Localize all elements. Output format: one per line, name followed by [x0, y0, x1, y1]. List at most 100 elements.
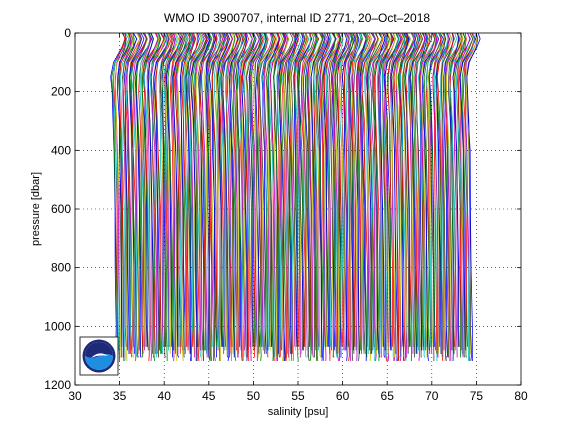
- salinity-profile-line: [401, 33, 419, 354]
- y-axis-label: pressure [dbar]: [30, 172, 42, 246]
- salinity-profile-line: [432, 33, 442, 354]
- x-tick-label: 30: [68, 389, 82, 403]
- salinity-profile-line: [396, 33, 406, 358]
- salinity-profile-line: [182, 33, 193, 354]
- salinity-profile-line: [158, 33, 168, 354]
- salinity-profile-line: [449, 33, 463, 354]
- salinity-profile-line: [440, 33, 449, 358]
- salinity-profile-line: [435, 33, 445, 354]
- salinity-profile-line: [466, 33, 481, 361]
- salinity-profile-line: [301, 33, 317, 351]
- salinity-profile-line: [463, 33, 476, 347]
- salinity-profile-line: [466, 33, 479, 362]
- salinity-profile-line: [288, 33, 302, 361]
- salinity-profile-line: [111, 33, 127, 351]
- salinity-profile-line: [208, 33, 218, 361]
- salinity-profile-line: [374, 33, 391, 358]
- salinity-profile-line: [459, 33, 474, 358]
- noaa-logo: [79, 336, 119, 376]
- y-tick-label: 600: [51, 202, 71, 216]
- salinity-profile-line: [166, 33, 176, 347]
- salinity-profile-line: [344, 33, 354, 347]
- salinity-profile-line: [425, 33, 437, 354]
- salinity-profile-line: [197, 33, 211, 351]
- salinity-profile-line: [383, 33, 402, 351]
- salinity-profile-line: [280, 33, 297, 361]
- salinity-profile-line: [348, 33, 363, 354]
- salinity-profile-line: [356, 33, 371, 354]
- salinity-profile-line: [389, 33, 400, 361]
- salinity-profile-line: [376, 33, 388, 354]
- salinity-profile-line: [458, 33, 471, 358]
- salinity-profile-line: [226, 33, 241, 347]
- salinity-profile-line: [161, 33, 177, 361]
- salinity-profile-line: [193, 33, 211, 358]
- salinity-profile-line: [365, 33, 376, 351]
- salinity-profile-line: [250, 33, 264, 358]
- salinity-profile-line: [293, 33, 308, 347]
- x-tick-label: 65: [381, 389, 395, 403]
- y-tick-label: 1200: [44, 378, 71, 392]
- salinity-profile-line: [387, 33, 402, 347]
- salinity-profile-line: [398, 33, 416, 362]
- salinity-profile-line: [240, 33, 255, 347]
- salinity-profile-line: [184, 33, 195, 351]
- salinity-profile-line: [216, 33, 229, 347]
- salinity-profile-line: [249, 33, 262, 351]
- salinity-profile-line: [171, 33, 181, 351]
- salinity-profile-line: [155, 33, 172, 354]
- salinity-profile-line: [359, 33, 376, 354]
- x-axis-ticks: 30 35 40 45 50 55 60 65 70 75 80: [68, 33, 528, 403]
- salinity-profile-line: [257, 33, 269, 347]
- x-tick-label: 70: [425, 389, 439, 403]
- salinity-profile-line: [126, 33, 142, 358]
- salinity-profile-line: [237, 33, 253, 358]
- salinity-profile-line: [241, 33, 257, 361]
- salinity-profile-line: [445, 33, 455, 358]
- x-tick-label: 55: [291, 389, 305, 403]
- salinity-profile-line: [422, 33, 436, 347]
- salinity-profile-line: [261, 33, 280, 351]
- salinity-profile-line: [242, 33, 261, 361]
- salinity-profile-line: [215, 33, 230, 361]
- salinity-profile-line: [312, 33, 326, 361]
- salinity-profile-line: [258, 33, 277, 354]
- salinity-profile-line: [150, 33, 168, 354]
- salinity-profile-line: [304, 33, 319, 347]
- salinity-profile-line: [357, 33, 367, 351]
- salinity-profile-line: [352, 33, 361, 351]
- salinity-profile-line: [322, 33, 336, 347]
- profile-lines: [110, 33, 481, 362]
- salinity-profile-line: [112, 33, 130, 351]
- salinity-profile-line: [124, 33, 141, 354]
- salinity-profile-line: [165, 33, 180, 354]
- salinity-profile-line: [172, 33, 189, 358]
- logo-sea: [85, 354, 113, 370]
- x-tick-label: 75: [470, 389, 484, 403]
- salinity-profile-line: [348, 33, 359, 361]
- salinity-profile-line: [212, 33, 229, 351]
- salinity-profile-line: [367, 33, 383, 351]
- salinity-profile-line: [334, 33, 350, 361]
- salinity-profile-line: [338, 33, 352, 351]
- salinity-profile-line: [208, 33, 225, 347]
- salinity-profile-line: [280, 33, 297, 361]
- salinity-profile-line: [364, 33, 380, 361]
- salinity-profile-line: [310, 33, 326, 351]
- salinity-profile-line: [173, 33, 191, 354]
- salinity-profile-line: [333, 33, 344, 354]
- salinity-profile-line: [170, 33, 184, 354]
- salinity-profile-line: [449, 33, 459, 361]
- salinity-profile-line: [302, 33, 318, 358]
- salinity-profile-line: [320, 33, 332, 347]
- salinity-profile-line: [146, 33, 160, 347]
- salinity-profile-line: [139, 33, 152, 347]
- salinity-profile-line: [319, 33, 332, 361]
- salinity-profile-line: [169, 33, 181, 361]
- salinity-profile-line: [306, 33, 318, 362]
- salinity-profile-line: [117, 33, 132, 347]
- salinity-profile-line: [458, 33, 467, 351]
- salinity-profile-line: [441, 33, 453, 361]
- salinity-profile-line: [130, 33, 148, 354]
- salinity-profile-line: [211, 33, 222, 362]
